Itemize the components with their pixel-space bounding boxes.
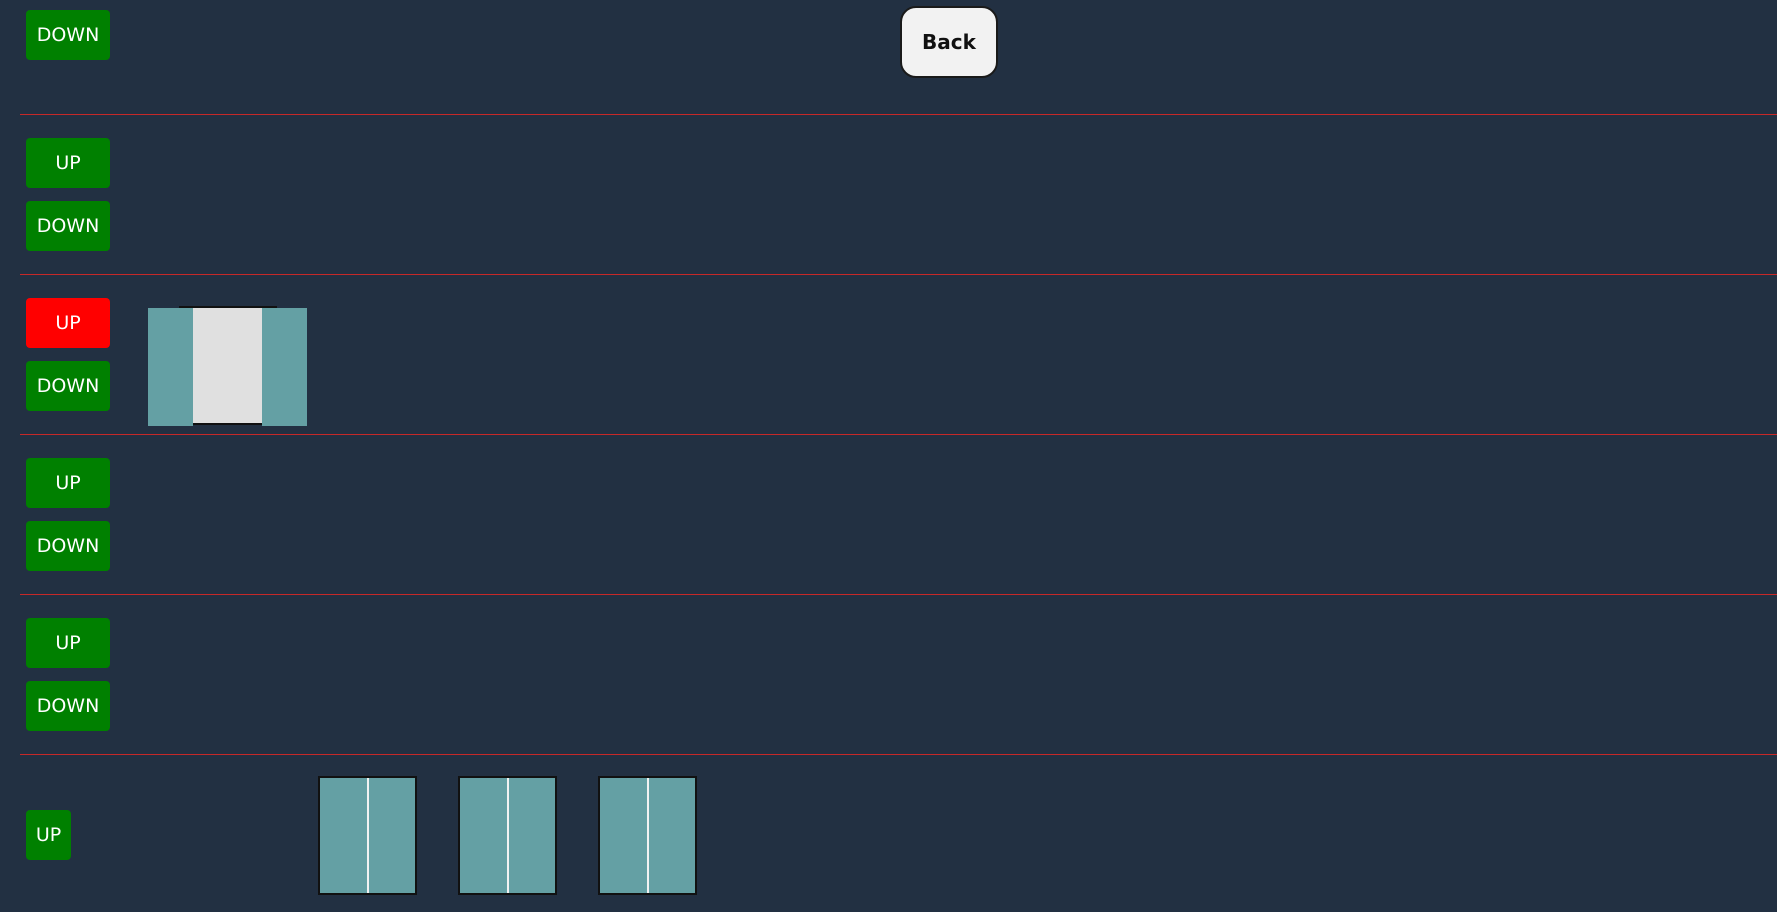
floor-divider bbox=[20, 114, 1777, 115]
elevator-car-doors-closed bbox=[458, 776, 557, 895]
floor-3-down-button[interactable]: DOWN bbox=[26, 361, 110, 411]
elevator-door-right bbox=[369, 778, 416, 893]
floor-3-up-button[interactable]: UP bbox=[26, 298, 110, 348]
elevator-door-right bbox=[649, 778, 696, 893]
floor-2-up-button[interactable]: UP bbox=[26, 138, 110, 188]
floor-2-down-button[interactable]: DOWN bbox=[26, 201, 110, 251]
floor-divider bbox=[20, 434, 1777, 435]
elevator-door-left bbox=[148, 308, 193, 426]
floor-divider bbox=[20, 274, 1777, 275]
floor-4-up-button[interactable]: UP bbox=[26, 458, 110, 508]
floor-1-down-button[interactable]: DOWN bbox=[26, 10, 110, 60]
elevator-car-doors-closed bbox=[598, 776, 697, 895]
elevator-door-right bbox=[509, 778, 556, 893]
floor-5-up-button[interactable]: UP bbox=[26, 618, 110, 668]
elevator-car-doors-open bbox=[148, 308, 307, 426]
floor-divider bbox=[20, 754, 1777, 755]
elevator-door-left bbox=[320, 778, 367, 893]
floor-6-up-button[interactable]: UP bbox=[26, 810, 71, 860]
elevator-door-right bbox=[262, 308, 307, 426]
back-button[interactable]: Back bbox=[900, 6, 998, 78]
floor-4-down-button[interactable]: DOWN bbox=[26, 521, 110, 571]
floor-5-down-button[interactable]: DOWN bbox=[26, 681, 110, 731]
floor-divider bbox=[20, 594, 1777, 595]
elevator-door-left bbox=[460, 778, 507, 893]
elevator-car-doors-closed bbox=[318, 776, 417, 895]
elevator-door-left bbox=[600, 778, 647, 893]
